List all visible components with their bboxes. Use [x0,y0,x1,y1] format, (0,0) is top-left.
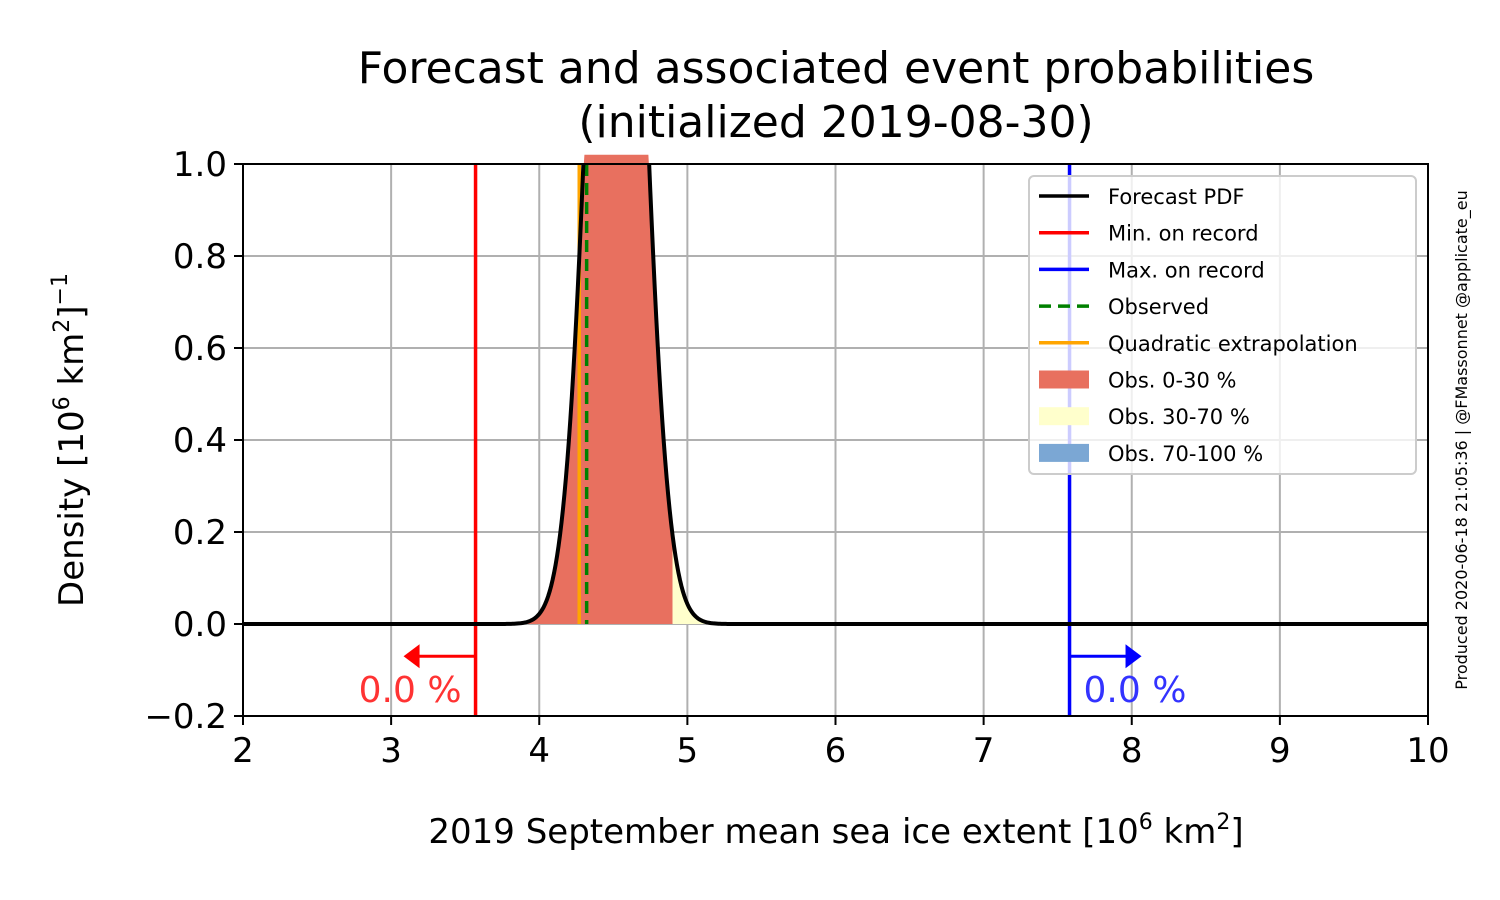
chart-title-line2: (initialized 2019-08-30) [578,97,1093,148]
legend-label: Quadratic extrapolation [1108,332,1358,356]
x-tick-label: 6 [825,731,847,771]
record-annotations: 0.0 % 0.0 % [359,644,1187,711]
min-record-prob-label: 0.0 % [359,670,462,711]
tercile-fill [672,535,777,624]
y-tick-label: −0.2 [144,697,227,737]
y-tick-label: 0.6 [173,329,227,369]
y-tick-label: 0.0 [173,605,227,645]
x-tick-label: 3 [380,731,402,771]
legend-label: Obs. 30-70 % [1108,405,1250,429]
y-tick-label: 0.4 [173,421,227,461]
legend-label: Min. on record [1108,222,1259,246]
legend-label: Max. on record [1108,258,1265,282]
forecast-pdf-curve [243,164,1428,626]
y-tick-label: 1.0 [173,145,227,185]
legend-swatch [1039,370,1089,389]
chart-title-line1: Forecast and associated event probabilit… [358,43,1315,94]
legend-label: Forecast PDF [1108,185,1244,209]
legend-box [1028,175,1417,475]
legend-label: Obs. 0-30 % [1108,369,1236,393]
y-tick-label: 0.8 [173,237,227,277]
x-tick-label: 7 [973,731,995,771]
x-tick-label: 10 [1406,731,1449,771]
min-record-arrowhead [403,644,420,669]
tercile-fills [465,154,777,625]
y-axis-label: Density [106 km2]−1 [48,273,92,607]
legend-swatch [1039,443,1089,462]
x-tick-label: 5 [677,731,699,771]
axis-ticks: 2 3 4 5 6 7 8 9 10 −0.2 0.0 0.2 0.4 0.6 0.8 1.0 [144,145,1449,771]
max-record-arrowhead [1125,644,1142,669]
x-tick-label: 8 [1121,731,1143,771]
max-record-prob-label: 0.0 % [1084,670,1187,711]
tercile-fill [465,154,673,625]
x-tick-label: 9 [1269,731,1291,771]
legend-label: Observed [1108,295,1209,319]
legend-label: Obs. 70-100 % [1108,442,1263,466]
x-axis-label: 2019 September mean sea ice extent [106 … [428,810,1243,852]
legend-swatch [1039,407,1089,426]
side-note: Produced 2020-06-18 21:05:36 | @FMassonn… [1452,190,1472,690]
x-tick-label: 2 [232,731,254,771]
legend: Forecast PDF Min. on record Max. on record… [1028,175,1417,475]
x-tick-label: 4 [528,731,550,771]
y-tick-label: 0.2 [173,513,227,553]
